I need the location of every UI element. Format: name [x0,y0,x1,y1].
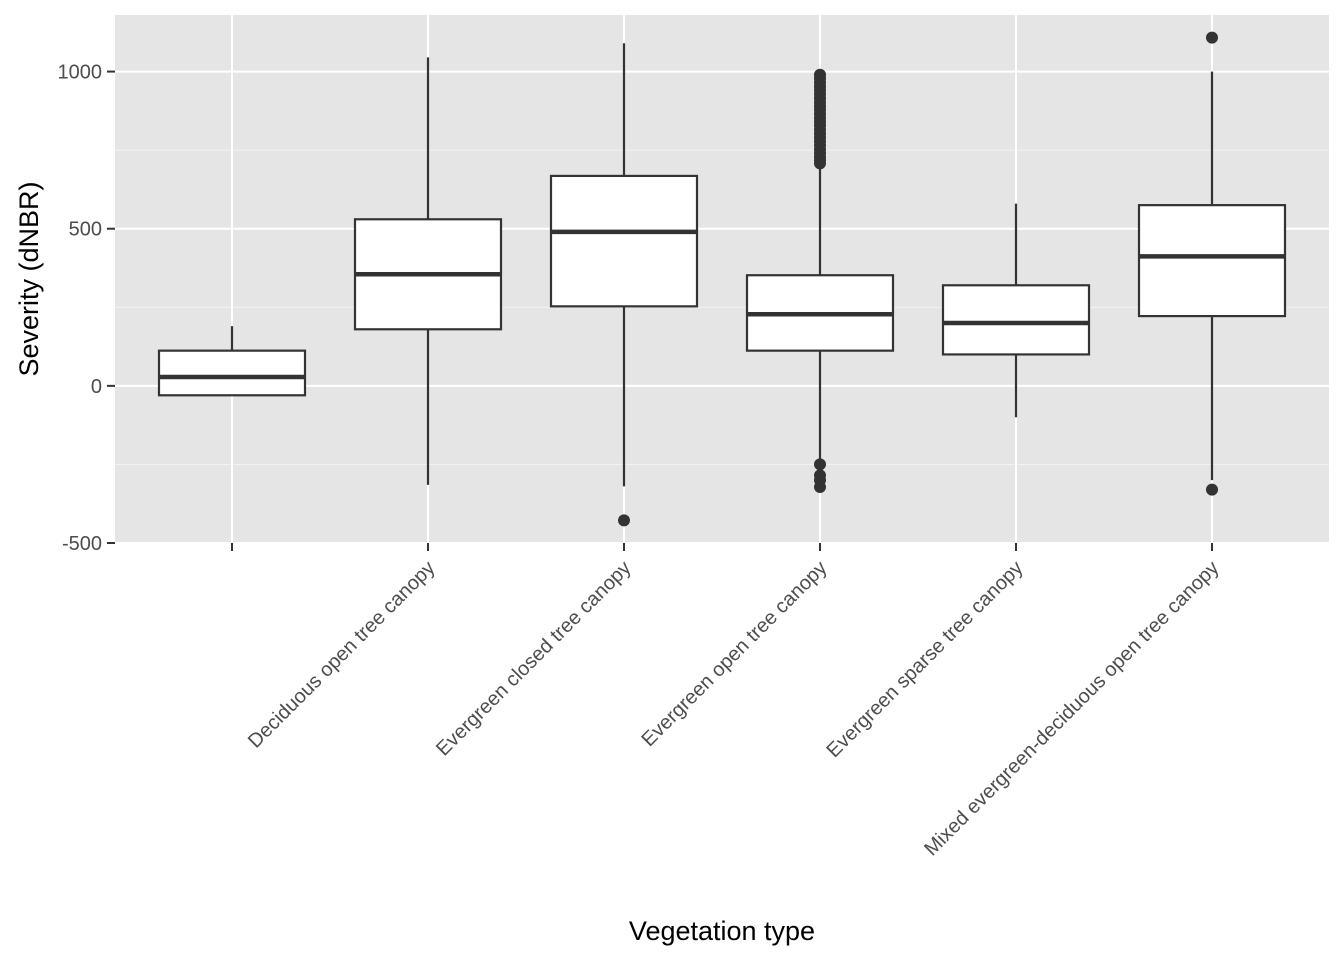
box-2 [353,57,503,485]
outlier-point [814,458,826,471]
box-iqr [549,174,699,308]
box-iqr [941,284,1091,356]
plot-panel [115,15,1329,543]
box-iqr [1137,204,1287,318]
outlier-point [1206,31,1218,44]
y-tick-label: 500 [69,219,102,241]
box-5 [941,203,1091,418]
box-series [157,31,1287,527]
box-3 [549,43,699,527]
y-axis: -500 0 500 1000 [58,62,115,555]
box-4 [745,68,895,494]
y-tick-label: -500 [62,533,102,555]
x-axis-title: Vegetation type [629,916,815,946]
box-6 [1137,31,1287,496]
box-1 [157,326,307,397]
x-tick-label: Evergreen sparse tree canopy [823,557,1028,762]
x-tick-label: Evergreen open tree canopy [638,557,832,751]
outlier-point [814,481,826,494]
x-tick-label: Evergreen closed tree canopy [432,557,635,760]
x-tick-label: Deciduous open tree canopy [244,557,440,753]
y-tick-label: 1000 [58,62,103,84]
minor-gridlines [115,149,1329,465]
y-tick-label: 0 [91,376,102,398]
box-iqr [157,349,307,397]
outlier-point [814,68,826,81]
outlier-point [1206,483,1218,496]
y-axis-title: Severity (dNBR) [14,181,44,376]
outlier-point [618,514,630,527]
